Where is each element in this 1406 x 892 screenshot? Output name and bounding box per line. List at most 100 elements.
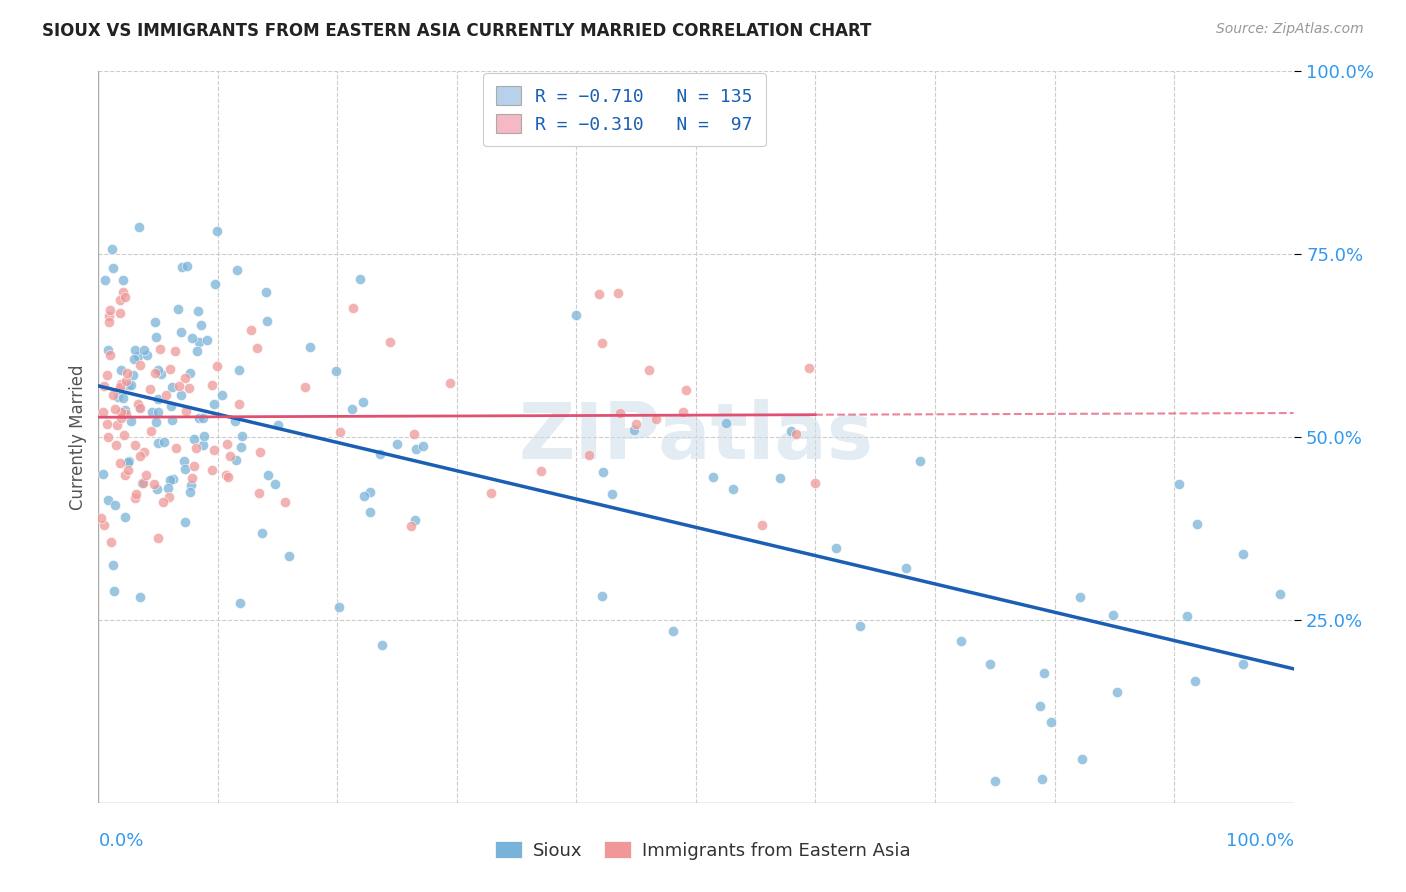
Point: [146, 482, 169, 496]
Point: [118, 454, 141, 468]
Point: [231, 429, 253, 443]
Point: [143, 315, 166, 329]
Point: [146, 435, 169, 450]
Point: [100, 535, 122, 549]
Point: [588, 287, 610, 301]
Point: [908, 454, 931, 468]
Point: [591, 589, 613, 603]
Point: [211, 388, 233, 402]
Point: [117, 455, 139, 469]
Point: [193, 429, 215, 443]
Point: [103, 584, 125, 599]
Point: [152, 495, 174, 509]
Point: [179, 485, 201, 500]
Point: [353, 489, 375, 503]
Point: [399, 518, 422, 533]
Point: [1040, 715, 1063, 730]
Point: [96, 368, 118, 383]
Point: [170, 325, 193, 339]
Point: [110, 410, 132, 425]
Point: [111, 391, 134, 405]
Point: [122, 352, 145, 367]
Legend: R = −0.710   N = 135, R = −0.310   N =  97: R = −0.710 N = 135, R = −0.310 N = 97: [484, 73, 765, 146]
Point: [146, 405, 169, 419]
Point: [166, 302, 188, 317]
Point: [94, 273, 117, 287]
Point: [215, 468, 238, 483]
Point: [1070, 752, 1092, 766]
Point: [132, 445, 155, 459]
Point: [716, 416, 738, 430]
Point: [769, 471, 792, 485]
Point: [256, 313, 278, 327]
Point: [112, 428, 135, 442]
Point: [894, 561, 917, 575]
Point: [128, 358, 150, 372]
Point: [342, 301, 364, 315]
Point: [564, 308, 586, 322]
Point: [97, 343, 120, 358]
Point: [160, 380, 183, 394]
Text: 0.0%: 0.0%: [98, 832, 143, 850]
Point: [104, 438, 127, 452]
Point: [1168, 476, 1191, 491]
Point: [155, 388, 177, 402]
Point: [107, 417, 129, 432]
Point: [404, 512, 426, 526]
Point: [439, 376, 461, 390]
Point: [159, 473, 181, 487]
Point: [143, 477, 166, 491]
Point: [125, 487, 148, 501]
Point: [609, 406, 631, 420]
Point: [160, 413, 183, 427]
Point: [195, 333, 218, 347]
Point: [111, 285, 134, 299]
Point: [202, 397, 225, 411]
Point: [228, 596, 250, 610]
Point: [352, 395, 374, 409]
Point: [101, 387, 124, 401]
Point: [277, 549, 299, 563]
Point: [180, 471, 202, 485]
Point: [228, 363, 250, 377]
Point: [114, 509, 136, 524]
Point: [131, 475, 153, 490]
Point: [124, 491, 146, 505]
Point: [141, 424, 163, 438]
Point: [146, 392, 169, 406]
Point: [117, 378, 139, 392]
Point: [294, 380, 316, 394]
Point: [91, 405, 114, 419]
Point: [122, 368, 145, 382]
Point: [1177, 608, 1199, 623]
Point: [662, 624, 685, 638]
Point: [229, 440, 252, 454]
Point: [405, 442, 427, 456]
Point: [112, 273, 135, 287]
Point: [110, 456, 132, 470]
Point: [115, 407, 138, 421]
Point: [120, 414, 142, 428]
Point: [637, 363, 659, 377]
Point: [127, 349, 149, 363]
Point: [179, 366, 201, 380]
Point: [101, 261, 124, 276]
Point: [174, 462, 197, 476]
Point: [117, 463, 139, 477]
Point: [849, 619, 872, 633]
Point: [1184, 674, 1206, 689]
Point: [1187, 517, 1209, 532]
Point: [93, 518, 115, 533]
Point: [984, 773, 1007, 788]
Point: [256, 467, 278, 482]
Point: [110, 293, 132, 307]
Point: [780, 424, 803, 438]
Point: [250, 526, 273, 541]
Point: [159, 362, 181, 376]
Point: [191, 438, 214, 452]
Point: [825, 541, 848, 556]
Point: [128, 219, 150, 234]
Point: [607, 285, 630, 300]
Point: [174, 515, 197, 529]
Text: ZIPatlas: ZIPatlas: [519, 399, 873, 475]
